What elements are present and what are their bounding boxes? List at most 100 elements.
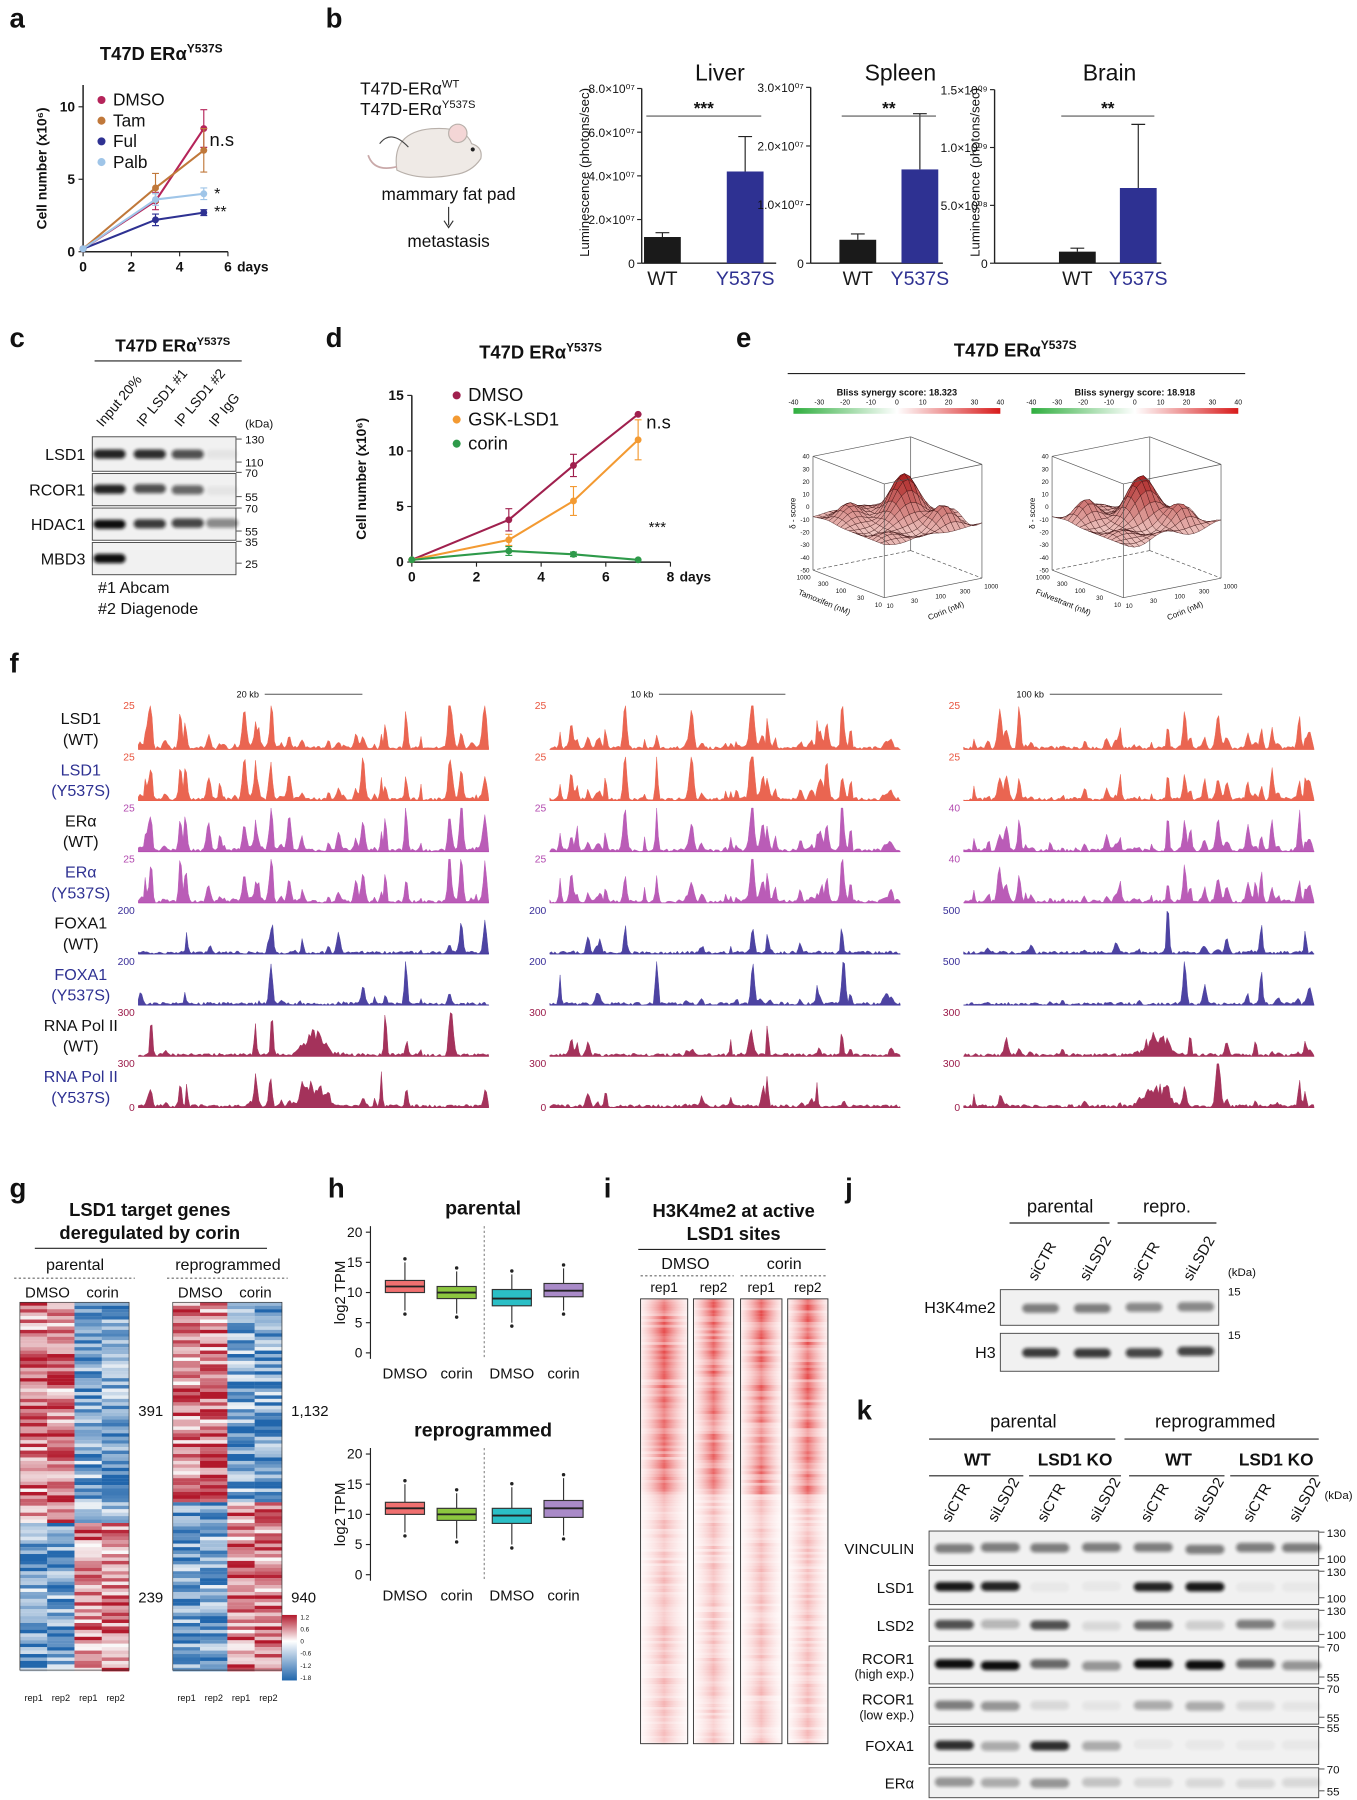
heatmap-row <box>740 1689 782 1693</box>
heatmap-row <box>740 1545 782 1549</box>
heatmap-cell <box>101 1312 130 1317</box>
heatmap-cell <box>47 1502 75 1506</box>
heatmap-cell <box>254 1585 283 1589</box>
heatmap-cell <box>172 1522 201 1527</box>
lane-label: siLSD2 <box>984 1475 1023 1525</box>
heatmap-cell <box>172 1588 201 1593</box>
heatmap-cell <box>74 1322 102 1327</box>
heatmap-cell <box>200 1347 228 1351</box>
heatmap-row <box>740 1606 782 1610</box>
z-tick-label: 40 <box>1042 454 1050 461</box>
heatmap-row <box>787 1666 828 1670</box>
blot-band <box>1030 1620 1070 1630</box>
heatmap-cell <box>172 1554 201 1558</box>
heatmap-cell <box>74 1626 102 1630</box>
heatmap-cell <box>254 1595 283 1599</box>
heatmap-cell <box>227 1367 255 1372</box>
heatmap-row <box>640 1681 688 1685</box>
heatmap-cell <box>101 1385 130 1389</box>
blot-band <box>934 1777 974 1787</box>
heatmap-cell <box>172 1585 201 1589</box>
heatmap-row <box>693 1514 734 1518</box>
heatmap-row <box>740 1494 782 1498</box>
heatmap-row <box>787 1514 828 1518</box>
heatmap-row <box>640 1324 688 1328</box>
heatmap-row <box>740 1683 782 1687</box>
heatmap-cell <box>74 1612 102 1617</box>
heatmap-row <box>787 1543 828 1547</box>
heatmap-cell <box>227 1581 255 1586</box>
x-tick-label: DMSO <box>489 1365 534 1382</box>
marker-label: 55 <box>245 527 258 539</box>
heatmap-cell <box>19 1609 48 1613</box>
heatmap-cell <box>227 1640 255 1644</box>
heatmap-cell <box>74 1605 102 1610</box>
heatmap-row <box>787 1408 828 1412</box>
heatmap-cell <box>254 1412 283 1417</box>
heatmap-cell <box>200 1336 228 1341</box>
row-label: FOXA1 <box>865 1738 914 1755</box>
heatmap-row <box>740 1431 782 1435</box>
heatmap-cell <box>227 1578 255 1582</box>
heatmap-row <box>640 1706 688 1710</box>
heatmap-row <box>693 1336 734 1340</box>
heatmap-cell <box>74 1433 102 1437</box>
z-tick-label: 20 <box>803 479 811 486</box>
heatmap-cell <box>74 1305 102 1310</box>
heatmap-row <box>693 1456 734 1460</box>
heatmap-cell <box>47 1495 75 1499</box>
heatmap-cell <box>101 1571 130 1575</box>
heatmap-row <box>693 1396 734 1400</box>
heatmap-row <box>787 1431 828 1435</box>
outlier <box>454 1266 459 1270</box>
track-condition: (WT) <box>63 833 99 851</box>
heatmap-cell <box>227 1354 255 1358</box>
heatmap-row <box>740 1405 782 1409</box>
heatmap-cell <box>47 1416 75 1420</box>
heatmap-row <box>740 1454 782 1458</box>
heatmap-row <box>693 1410 734 1414</box>
heatmap-row <box>693 1425 734 1429</box>
outcome-label: metastasis <box>407 231 489 251</box>
heatmap-cell <box>200 1571 228 1575</box>
heatmap-row <box>693 1479 734 1483</box>
blot-band <box>1073 1303 1111 1313</box>
heatmap-row <box>740 1580 782 1584</box>
heatmap-row <box>693 1356 734 1360</box>
heatmap-cell <box>227 1512 255 1517</box>
dose-tick-label: 100 <box>1075 588 1086 595</box>
colorbar-tick: -0.6 <box>300 1651 311 1658</box>
heatmap-cell <box>101 1319 130 1324</box>
heatmap-cell <box>74 1405 102 1410</box>
heatmap-cell <box>47 1629 75 1634</box>
blot-band <box>93 449 126 459</box>
heatmap-cell <box>19 1571 48 1575</box>
heatmap-row <box>787 1698 828 1702</box>
heatmap-cell <box>74 1471 102 1475</box>
heatmap-cell <box>74 1481 102 1486</box>
heatmap-row <box>787 1614 828 1618</box>
heatmap-cell <box>200 1481 228 1486</box>
heatmap-cell <box>74 1540 102 1544</box>
heatmap-row <box>740 1410 782 1414</box>
heatmap-cell <box>47 1567 75 1572</box>
heatmap-cell <box>172 1571 201 1575</box>
heatmap-cell <box>254 1467 283 1472</box>
heatmap-cell <box>227 1574 255 1579</box>
heatmap-cell <box>19 1329 48 1334</box>
legend-marker <box>97 116 106 125</box>
heatmap-cell <box>172 1388 201 1393</box>
heatmap-row <box>640 1589 688 1593</box>
significance: *** <box>694 98 714 118</box>
heatmap-cell <box>200 1505 228 1510</box>
heatmap-cell <box>200 1491 228 1496</box>
heatmap-cell <box>74 1647 102 1651</box>
heatmap-cell <box>19 1419 48 1424</box>
heatmap-row <box>787 1577 828 1581</box>
heatmap-cell <box>200 1633 228 1637</box>
note: #1 Abcam <box>98 579 170 597</box>
heatmap-cell <box>200 1485 228 1489</box>
heatmap-row <box>693 1620 734 1624</box>
title: T47D ERαY537S <box>115 336 231 356</box>
heatmap-row <box>640 1488 688 1492</box>
